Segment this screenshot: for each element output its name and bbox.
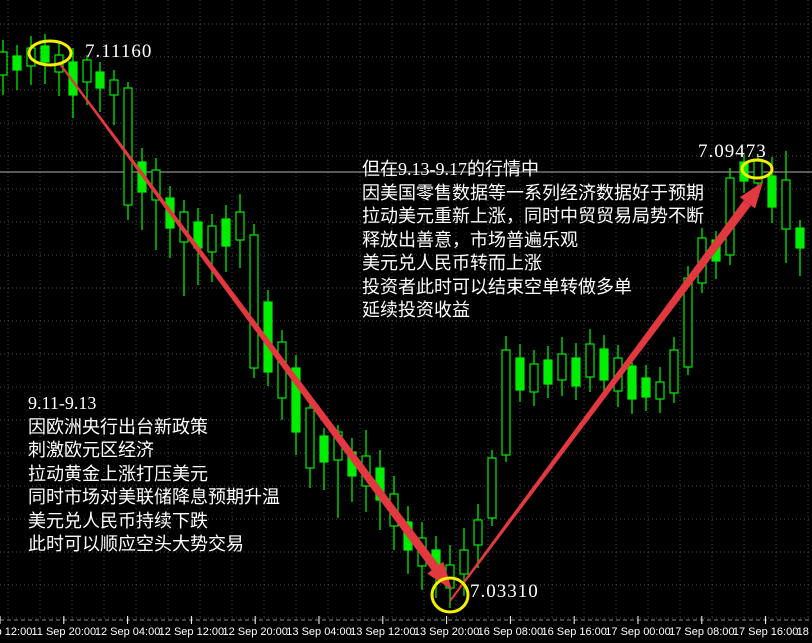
x-axis-label: 12 Sep 04:00 [94,626,161,638]
annotation-line: 拉动美元重新上涨，同时中贸贸易局势不断 [362,206,704,226]
candle-body [109,79,119,96]
candle-body [305,407,315,469]
candle-body [459,549,469,575]
price-label-high: 7.11160 [85,41,153,62]
candle-body [599,348,609,381]
candle-body [40,45,50,63]
candle-body [781,179,791,230]
candle-body [655,381,665,400]
annotation-line: 投资者此时可以结束空单转做多单 [362,276,632,297]
x-axis-label: 13 Sep 12:00 [350,626,416,638]
candle-body [68,61,78,96]
candle-body [123,87,133,206]
x-axis-label: 17 Sep 16:00 [732,626,799,638]
annotation-line: 刺激欧元区经济 [28,440,154,460]
x-axis-label: 12 Sep 20:00 [222,626,288,638]
x-axis-label: 16 Sep 16:00 [541,626,607,638]
candle-body [473,519,483,546]
candle-body [669,349,679,394]
candle-body [82,59,92,83]
annotation-line: 但在9.13-9.17的行情中 [362,159,539,179]
candle-body [501,349,511,456]
candle-body [487,457,497,519]
price-label-low: 7.03310 [470,581,539,602]
candle-body [543,359,553,385]
annotation-line: 同时市场对美联储降息预期升温 [28,487,280,507]
highlight-ellipse [27,39,73,67]
candle-body [515,357,525,391]
candle-body [0,51,8,76]
highlight-ellipse [740,158,774,180]
trend-arrow-head [739,182,763,209]
candle-body [249,234,259,369]
candle-body [571,357,581,387]
x-axis-label: 17 Sep 00:00 [605,626,671,638]
x-axis-label: 11 Sep 12:00 [0,626,33,638]
annotation-line: 拉动黄金上涨打压美元 [28,463,208,484]
x-axis-label: 17 Sep 08:00 [669,626,735,638]
trend-arrow-shaft [59,63,439,571]
annotation-line: 美元兑人民币转而上涨 [362,253,542,273]
candle-body [585,343,595,378]
candle-body [12,55,22,71]
candle-body [557,353,567,381]
trend-arrow-shaft [449,200,752,602]
candle-body [207,225,217,253]
annotation-uptrend: 但在9.13-9.17的行情中 因美国零售数据等一系列经济数据好于预期 拉动美元… [362,158,704,323]
annotation-line: 因欧洲央行出台新政策 [28,416,208,437]
x-axis-label: 12 Sep 12:00 [158,626,225,638]
candle-body [221,218,231,247]
candle-body [95,71,105,89]
highlight-ellipse [430,576,470,614]
annotation-line: 因美国零售数据等一系列经济数据好于预期 [362,182,704,203]
annotation-line: 延续投资收益 [362,300,470,320]
candle-body [291,367,301,433]
x-axis-label: 11 Sep 20:00 [31,626,97,638]
price-label-peak: 7.09473 [698,141,767,162]
annotation-line: 9.11-9.13 [28,393,97,413]
candle-body [767,175,777,208]
annotation-line: 释放出善意，市场普遍乐观 [362,229,578,250]
candle-body [753,160,763,184]
candle-body [529,363,539,393]
x-axis-label: 13 Sep 20:00 [413,626,480,638]
x-axis-label: 13 Sep 04:00 [286,626,352,638]
trend-arrow-head [427,561,452,590]
annotation-line: 此时可以顺应空头大势交易 [28,534,244,554]
candle-body [319,435,329,463]
annotation-line: 美元兑人民币持续下跌 [28,510,208,531]
candle-body [627,365,637,400]
x-axis-label: 16 Sep 08:00 [477,626,544,638]
candle-body [641,377,651,398]
annotation-downtrend: 9.11-9.13 因欧洲央行出台新政策 刺激欧元区经济 拉动黄金上涨打压美元 … [28,392,280,557]
candle-body [795,227,805,249]
candle-body [235,211,245,241]
x-axis-label: 18 Sep 00:00 [796,626,812,638]
